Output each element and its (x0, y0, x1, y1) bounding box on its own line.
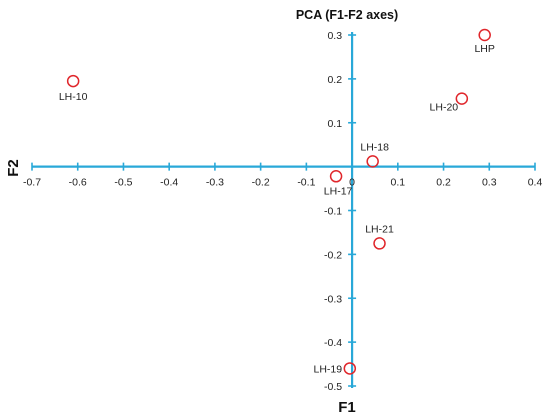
y-axis-title: F2 (5, 159, 22, 177)
data-point-marker (478, 28, 491, 42)
x-tick-label: -0.6 (69, 177, 87, 189)
tick-labels: -0.7 -0.6 -0.5 -0.4 -0.3 -0.2 -0.1 0 0.1 0.2 0.3 0.… (23, 30, 542, 393)
data-point-label: LH-19 (313, 363, 342, 375)
x-axis-title: F1 (338, 399, 356, 416)
x-tick-label: -0.1 (297, 177, 315, 189)
x-tick-label: -0.4 (160, 177, 178, 189)
data-points: LHP LH-10 LH-20 LH-18 LH-17 LH-21 LH-19 (59, 28, 495, 375)
data-point-label: LH-18 (360, 141, 389, 153)
data-point-marker (66, 74, 80, 88)
data-point-label: LH-21 (365, 223, 394, 235)
x-tick-label: 0.1 (391, 177, 406, 189)
data-point-label: LH-20 (430, 102, 459, 114)
data-point-marker (329, 170, 343, 183)
y-tick-label: -0.4 (324, 337, 342, 349)
y-tick-label: 0.1 (327, 118, 342, 130)
y-tick-label: -0.5 (324, 381, 342, 393)
chart-title: PCA (F1-F2 axes) (296, 8, 398, 22)
x-tick-label: 0 (349, 177, 355, 189)
x-tick-label: 0.4 (528, 177, 543, 189)
axes (31, 32, 536, 388)
y-tick-label: -0.3 (324, 293, 342, 305)
x-tick-label: -0.7 (23, 177, 41, 189)
data-point-label: LH-10 (59, 91, 88, 103)
y-tick-label: 0.2 (327, 74, 342, 86)
x-tick-label: -0.5 (114, 177, 132, 189)
data-point-marker (455, 92, 469, 105)
x-tick-label: 0.2 (436, 177, 451, 189)
x-tick-label: -0.2 (252, 177, 270, 189)
y-tick-label: -0.2 (324, 249, 342, 261)
data-point-label: LH-17 (324, 185, 353, 197)
y-tick-label: -0.1 (324, 206, 342, 218)
data-point-marker (366, 155, 379, 168)
y-tick-label: 0.3 (327, 30, 342, 42)
data-point-label: LHP (474, 43, 494, 55)
x-tick-label: -0.3 (206, 177, 224, 189)
data-point-marker (343, 362, 357, 375)
x-tick-label: 0.3 (482, 177, 497, 189)
data-point-marker (373, 237, 386, 250)
